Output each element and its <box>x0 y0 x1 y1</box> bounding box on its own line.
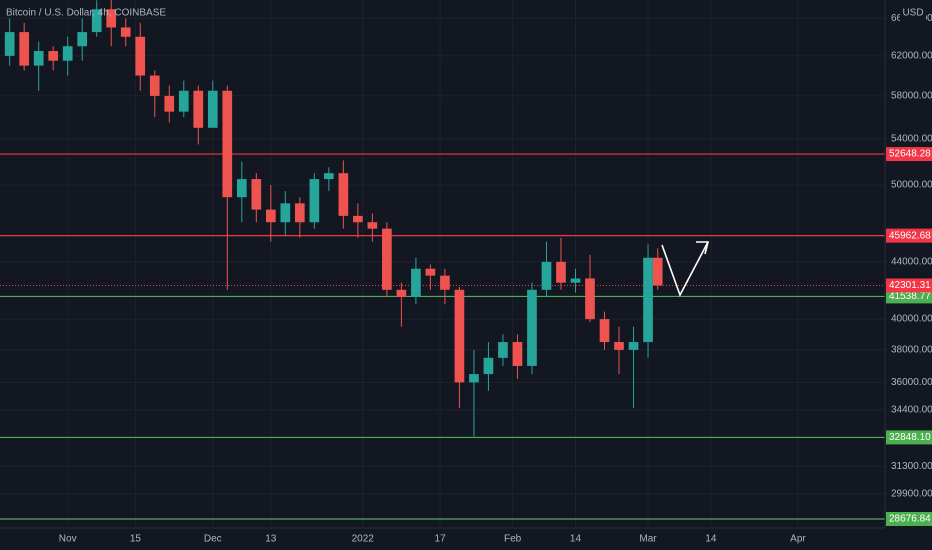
y-tick-label: 40000.00 <box>891 314 932 325</box>
candle-body <box>265 209 276 223</box>
candle-body <box>483 357 494 375</box>
candle-body <box>628 342 639 350</box>
candle-body <box>512 342 523 366</box>
level-label: 28676.84 <box>889 514 931 525</box>
last-price-label: 42301.31 <box>889 280 931 291</box>
currency: USD <box>902 8 923 19</box>
x-tick-label: Feb <box>504 534 522 545</box>
level-label: 32848.10 <box>889 432 931 443</box>
level-label: 52648.28 <box>889 149 931 160</box>
level-label: 41538.77 <box>889 291 931 302</box>
candle-body <box>295 203 305 223</box>
candle-body <box>236 179 247 198</box>
y-tick-label: 50000.00 <box>891 180 932 191</box>
x-tick-label: 14 <box>705 534 717 545</box>
chart-title: Bitcoin / U.S. Dollar, 4h, COINBASE <box>6 8 166 19</box>
candle-body <box>222 90 233 198</box>
candle-body <box>396 289 407 297</box>
candle-body <box>425 268 436 276</box>
y-tick-label: 29900.00 <box>891 489 932 500</box>
x-tick-label: 13 <box>265 534 277 545</box>
level-label-bg <box>886 147 932 162</box>
candle-body <box>367 222 378 229</box>
candle-body <box>324 173 334 180</box>
candle-body <box>498 342 508 358</box>
y-tick-label: 36000.00 <box>891 377 932 388</box>
arrow-head <box>696 241 710 255</box>
x-tick-label: Dec <box>204 534 222 545</box>
level-label-bg <box>886 430 932 445</box>
candle-body <box>570 278 581 283</box>
candle-body <box>469 374 479 383</box>
candle-body <box>338 173 349 216</box>
candle-body <box>556 261 566 283</box>
x-tick-label: Mar <box>639 534 657 545</box>
candle-body <box>48 51 59 61</box>
y-tick-label: 44000.00 <box>891 256 932 267</box>
x-tick-label: 14 <box>570 534 582 545</box>
y-tick-label: 31300.00 <box>891 461 932 472</box>
candle-body <box>77 32 88 47</box>
candle-body <box>207 90 218 128</box>
candle-body <box>614 342 624 350</box>
y-tick-label: 62000.00 <box>891 50 932 61</box>
annotation-arrow <box>661 241 709 297</box>
level-label-bg <box>886 289 932 304</box>
candle-body <box>353 215 363 223</box>
candle-body <box>527 289 537 366</box>
candle-body <box>193 90 204 128</box>
x-tick-label: 17 <box>435 534 447 545</box>
candle-body <box>149 75 160 96</box>
candle-body <box>411 268 421 297</box>
currency-bg <box>900 5 926 21</box>
x-tick-label: 2022 <box>352 534 375 545</box>
x-tick-label: Nov <box>59 534 77 545</box>
x-tick-label: 15 <box>130 534 142 545</box>
x-tick-label: Apr <box>790 534 806 545</box>
candle-body <box>33 51 44 66</box>
candle-body <box>135 36 146 76</box>
candle-body <box>251 179 262 210</box>
candle-body <box>19 32 30 66</box>
candle-body <box>652 257 663 286</box>
y-tick-label: 34400.00 <box>891 404 932 415</box>
level-label: 45962.68 <box>889 230 931 241</box>
y-tick-label: 58000.00 <box>891 91 932 102</box>
candle-body <box>599 319 610 343</box>
last-price-label-bg <box>886 278 932 293</box>
candle-body <box>643 257 653 343</box>
candle-body <box>178 90 189 112</box>
candle-body <box>280 203 291 223</box>
candle-body <box>382 228 392 290</box>
candle-body <box>4 32 15 56</box>
candle-body <box>164 95 175 112</box>
level-label-bg <box>886 228 932 243</box>
y-tick-label: 54000.00 <box>891 133 932 144</box>
candle-body <box>91 9 102 33</box>
y-tick-label: 38000.00 <box>891 345 932 356</box>
candle-body <box>106 9 117 28</box>
candle-body <box>120 27 131 37</box>
candle-body <box>454 289 465 383</box>
candle-body <box>585 278 595 320</box>
candle-body <box>541 261 552 290</box>
candle-body <box>62 46 73 61</box>
candle-body <box>440 275 450 290</box>
candle-body <box>309 179 320 223</box>
level-label-bg <box>886 511 932 526</box>
